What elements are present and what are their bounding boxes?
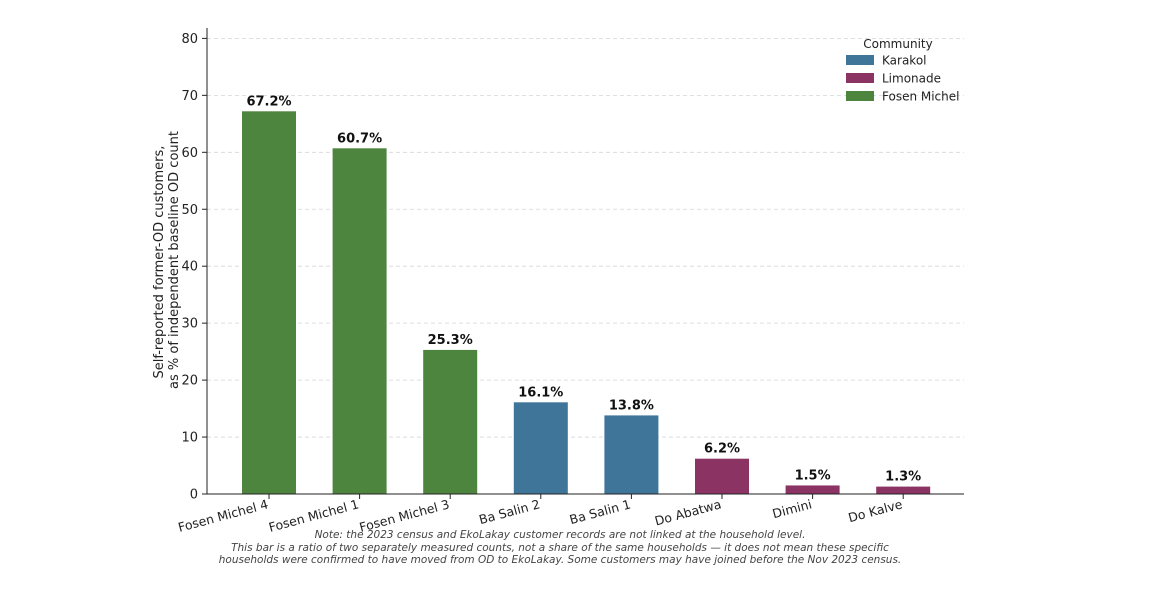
bar bbox=[785, 485, 840, 494]
legend-entry: Limonade bbox=[882, 72, 941, 86]
x-tick-label: Ba Salin 1 bbox=[568, 496, 632, 527]
legend-swatch bbox=[846, 73, 874, 83]
bar bbox=[332, 148, 387, 494]
x-tick-label: Do Kalve bbox=[847, 496, 905, 525]
bar-value-label: 16.1% bbox=[518, 385, 563, 400]
bar-value-label: 67.2% bbox=[246, 94, 291, 109]
legend-entry: Karakol bbox=[882, 54, 927, 68]
bar bbox=[513, 402, 568, 494]
y-tick-label: 20 bbox=[181, 374, 198, 389]
note-line-2: This bar is a ratio of two separately me… bbox=[231, 541, 889, 554]
x-tick-label: Dimini bbox=[771, 496, 814, 521]
axes bbox=[206, 28, 964, 495]
y-tick-label: 40 bbox=[181, 260, 198, 275]
bar-value-label: 1.3% bbox=[885, 470, 921, 485]
y-axis-title: Self-reported former-OD customers, as % … bbox=[152, 131, 182, 389]
bar-value-label: 25.3% bbox=[428, 333, 473, 348]
bar bbox=[423, 349, 478, 494]
x-tick-label: Ba Salin 2 bbox=[477, 496, 541, 527]
legend-entry: Fosen Michel bbox=[882, 90, 959, 104]
y-tick-label: 70 bbox=[181, 89, 198, 104]
y-axis-title-line-2: as % of independent baseline OD count bbox=[167, 131, 182, 389]
y-tick-label: 50 bbox=[181, 203, 198, 218]
y-tick-label: 60 bbox=[181, 146, 198, 161]
y-axis-title-line-1: Self-reported former-OD customers, bbox=[152, 146, 167, 379]
bar bbox=[695, 458, 749, 494]
note-line-3: households were confirmed to have moved … bbox=[218, 554, 902, 566]
y-tick-label: 10 bbox=[181, 431, 198, 446]
bar-value-labels: 67.2% 60.7% 25.3% 16.1% 13.8% 6.2% 1.5% 1.3% bbox=[246, 94, 921, 484]
bar-value-label: 6.2% bbox=[704, 442, 740, 457]
legend-title: Community bbox=[863, 37, 932, 51]
legend-swatch bbox=[846, 55, 874, 65]
y-tick-label: 30 bbox=[181, 317, 198, 332]
note-line-1: Note: the 2023 census and EkoLakay custo… bbox=[314, 529, 806, 541]
bar-value-label: 13.8% bbox=[609, 398, 654, 413]
bar-value-label: 60.7% bbox=[337, 131, 382, 146]
bar bbox=[242, 111, 296, 495]
bars bbox=[242, 111, 931, 495]
bar bbox=[604, 415, 659, 494]
y-ticks: 0 10 20 30 40 50 60 70 80 bbox=[181, 32, 207, 503]
bar bbox=[876, 486, 931, 494]
y-tick-label: 0 bbox=[190, 488, 198, 503]
x-tick-label: Do Abatwa bbox=[653, 496, 723, 528]
y-tick-label: 80 bbox=[181, 32, 198, 47]
chart-note: Note: the 2023 census and EkoLakay custo… bbox=[180, 529, 940, 567]
legend-swatch bbox=[846, 91, 874, 101]
bar-value-label: 1.5% bbox=[795, 468, 831, 483]
legend: Community Karakol Limonade Fosen Michel bbox=[846, 37, 959, 104]
